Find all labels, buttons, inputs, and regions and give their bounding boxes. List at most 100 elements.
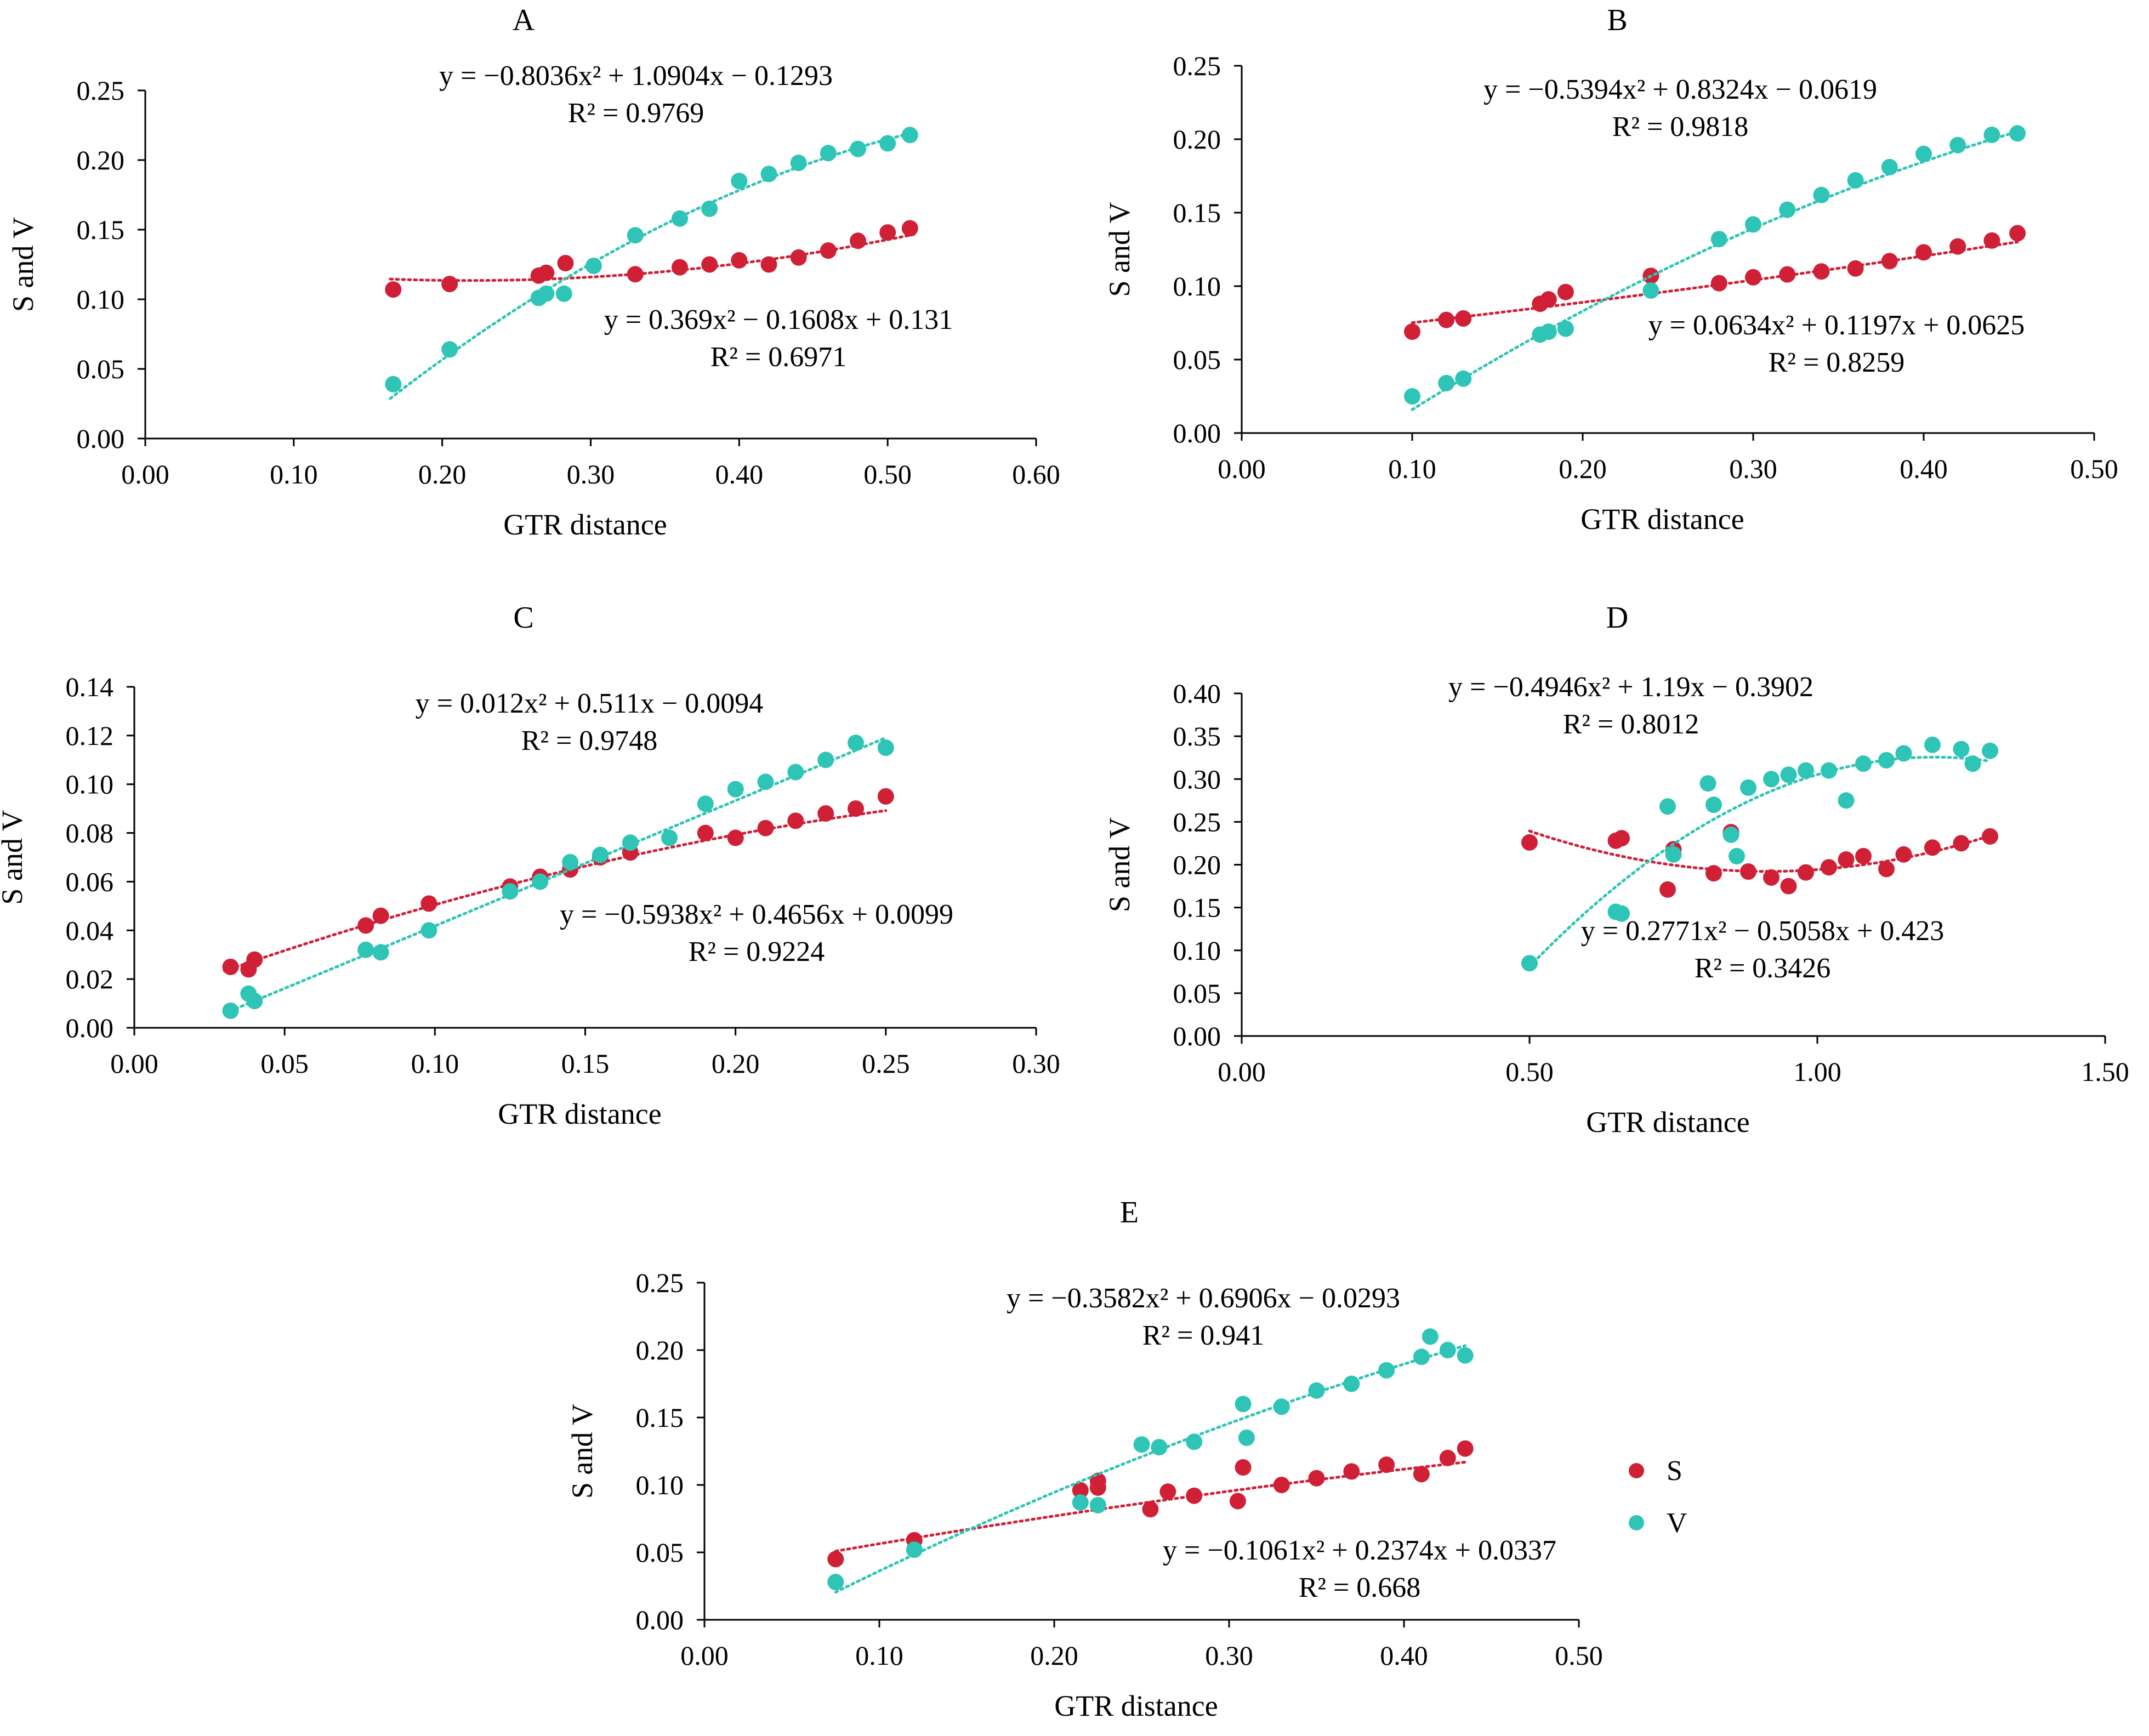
data-point-v — [1915, 145, 1932, 162]
data-point-s — [357, 917, 374, 934]
data-point-s — [697, 824, 714, 841]
data-point-v — [1745, 216, 1761, 233]
x-tick-label: 0.50 — [2070, 453, 2118, 484]
x-tick-label: 0.00 — [110, 1048, 158, 1079]
data-point-s — [1439, 1449, 1456, 1466]
x-tick-label: 0.00 — [1218, 453, 1266, 484]
data-point-s — [760, 256, 777, 273]
data-point-s — [701, 256, 718, 273]
data-point-v — [1780, 766, 1797, 783]
data-point-s — [1540, 291, 1557, 308]
data-point-s — [1813, 263, 1830, 280]
y-tick-label: 0.20 — [1173, 850, 1221, 880]
data-point-v — [848, 735, 864, 752]
data-point-v — [246, 993, 263, 1010]
x-tick-label: 0.10 — [411, 1048, 459, 1079]
y-tick-label: 0.25 — [636, 1267, 684, 1298]
data-point-s — [1438, 311, 1455, 328]
chart-panels: A 0.00 0.10 0.20 0.30 0.40 0.50 0.60 0.00 0.05 0.1… — [0, 3, 2129, 1722]
data-point-s — [1953, 835, 1970, 852]
data-point-v — [1273, 1398, 1290, 1415]
panel-title: E — [1120, 1196, 1139, 1230]
y-tick-label: 0.10 — [66, 769, 114, 800]
data-point-s — [1982, 828, 1998, 845]
data-point-s — [1924, 839, 1941, 856]
chart-panel-c: C 0.00 0.05 0.10 0.15 0.20 0.25 0.30 0.00 0.02 0.0… — [0, 601, 1060, 1130]
y-tick-label: 0.10 — [1173, 935, 1221, 966]
y-tick-label: 0.14 — [66, 671, 114, 702]
data-point-v — [790, 155, 807, 172]
data-point-s — [848, 800, 864, 817]
data-point-v — [1308, 1382, 1325, 1399]
data-point-s — [1613, 830, 1630, 847]
data-point-v — [1729, 847, 1745, 864]
y-tick-label: 0.25 — [77, 75, 125, 106]
x-tick-label: 0.10 — [855, 1640, 903, 1671]
trend-r2-v: R² = 0.8012 — [1563, 709, 1699, 740]
data-point-s — [372, 907, 389, 924]
y-tick-label: 0.20 — [636, 1335, 684, 1365]
trend-r2-s: R² = 0.8259 — [1769, 347, 1905, 378]
series-v — [1521, 736, 1998, 972]
data-point-s — [1745, 269, 1761, 286]
data-point-s — [420, 895, 437, 912]
x-tick-label: 0.25 — [862, 1048, 910, 1079]
data-point-v — [787, 764, 804, 781]
data-point-s — [1779, 266, 1796, 283]
data-point-v — [1642, 282, 1659, 299]
data-point-v — [1798, 762, 1814, 779]
series-s — [1404, 225, 2026, 340]
data-point-s — [1710, 275, 1727, 292]
y-axis-label: S and V — [1103, 817, 1136, 912]
x-tick-label: 0.30 — [1205, 1640, 1253, 1671]
data-point-s — [672, 259, 688, 276]
data-point-v — [1133, 1436, 1150, 1453]
data-point-v — [879, 135, 896, 152]
data-point-v — [850, 140, 866, 157]
data-point-v — [1878, 752, 1895, 769]
panel-title: C — [513, 601, 533, 635]
series-v — [385, 127, 919, 400]
data-point-v — [731, 173, 748, 190]
data-point-v — [1613, 905, 1630, 922]
y-axis-label: S and V — [0, 810, 29, 904]
data-point-v — [1705, 796, 1722, 813]
trend-r2-v: R² = 0.941 — [1142, 1320, 1265, 1351]
data-point-v — [1881, 158, 1898, 175]
data-point-v — [1238, 1429, 1255, 1446]
data-point-v — [1895, 745, 1912, 762]
trend-r2-v: R² = 0.9769 — [568, 98, 704, 129]
trend-equation-v: y = −0.3582x² + 0.6906x − 0.0293 — [1007, 1283, 1400, 1314]
y-tick-label: 0.10 — [636, 1470, 684, 1500]
data-point-v — [1983, 127, 2000, 143]
data-point-v — [820, 145, 837, 162]
data-point-s — [557, 255, 574, 271]
x-tick-label: 0.40 — [1380, 1640, 1428, 1671]
y-tick-label: 0.12 — [66, 720, 114, 751]
data-point-s — [246, 951, 263, 968]
data-point-v — [1779, 201, 1796, 218]
panel-title: D — [1606, 601, 1628, 635]
data-point-v — [827, 1574, 844, 1591]
data-point-s — [1705, 865, 1722, 882]
x-tick-label: 0.15 — [561, 1048, 610, 1079]
data-point-v — [1235, 1396, 1252, 1413]
data-point-v — [532, 873, 549, 890]
series-s — [1521, 824, 1998, 898]
data-point-s — [1855, 847, 1872, 864]
data-point-v — [1438, 374, 1455, 391]
x-tick-label: 0.10 — [1388, 453, 1436, 484]
data-point-s — [850, 232, 866, 249]
data-point-s — [1457, 1440, 1474, 1457]
series-v — [222, 735, 894, 1019]
y-tick-label: 0.25 — [1173, 50, 1221, 81]
data-point-s — [1235, 1459, 1252, 1476]
data-point-v — [901, 127, 918, 144]
data-point-v — [1413, 1348, 1430, 1365]
data-point-s — [877, 788, 894, 805]
data-point-s — [1915, 244, 1932, 261]
data-point-s — [901, 220, 918, 237]
legend-label-v: V — [1667, 1507, 1687, 1539]
legend-marker-s — [1629, 1463, 1644, 1478]
